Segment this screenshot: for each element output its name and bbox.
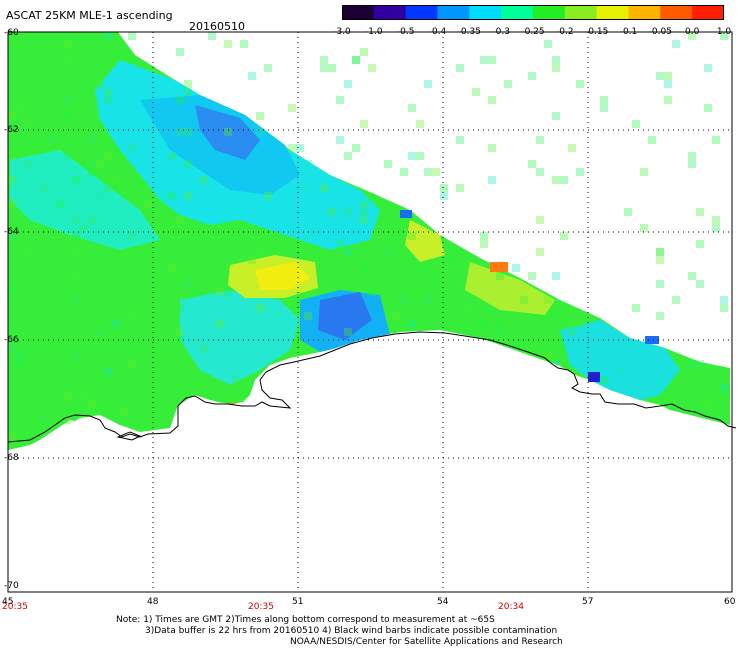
lat-label: -70: [4, 581, 19, 591]
colorbar-cell: [437, 5, 470, 20]
lon-label: 54: [437, 597, 449, 607]
colorbar-cell: [564, 5, 598, 20]
colorbar-label: -0.3: [492, 27, 510, 37]
lon-label: 60: [724, 597, 736, 607]
map-frame: [7, 31, 733, 593]
note-line: NOAA/NESDIS/Center for Satellite Applica…: [290, 637, 563, 647]
map-date: 20160510: [189, 20, 245, 33]
colorbar-label: -0.25: [521, 27, 545, 37]
colorbar-cell: [405, 5, 438, 20]
colorbar-label: -0.1: [619, 27, 638, 37]
colorbar-label: -0.2: [556, 27, 574, 37]
lat-label: -60: [4, 28, 19, 38]
colorbar-label: -0.15: [585, 27, 609, 37]
antarctic-coast-land: [8, 330, 730, 650]
note-line: Note: 1) Times are GMT 2)Times along bot…: [116, 615, 495, 625]
colorbar-label: -1.0: [365, 27, 383, 37]
map-title: ASCAT 25KM MLE-1 ascending: [6, 9, 173, 22]
colorbar-cell: [533, 5, 566, 20]
colorbar-cell: [373, 5, 407, 20]
colorbar-label: -0.5: [396, 27, 415, 37]
lat-label: -62: [4, 125, 19, 135]
graticule: [8, 32, 732, 592]
time-label: 20:34: [498, 602, 524, 612]
colorbar-label: 1.0: [716, 27, 732, 37]
colorbar-label: -3.0: [333, 27, 351, 37]
colorbar-cell: [342, 5, 375, 20]
colorbar-label: -0.05: [648, 27, 672, 37]
time-label: 20:35: [2, 602, 28, 612]
colorbar-cell: [501, 5, 534, 20]
data-pixel-texture: [8, 32, 728, 448]
note-line: 3)Data buffer is 22 hrs from 20160510 4)…: [145, 626, 558, 636]
colorbar: [342, 5, 724, 20]
lon-label: 45: [2, 597, 14, 607]
time-label: 20:35: [248, 602, 274, 612]
lat-label: -64: [4, 227, 19, 237]
lon-label: 48: [147, 597, 159, 607]
colorbar-cell: [628, 5, 661, 20]
lon-label: 51: [292, 597, 304, 607]
colorbar-cell: [596, 5, 629, 20]
colorbar-cell: [660, 5, 693, 20]
colorbar-cell: [469, 5, 502, 20]
scatterometer-swath: [8, 32, 730, 455]
lat-label: -68: [4, 453, 19, 463]
colorbar-label: -0.35: [457, 27, 481, 37]
lon-label: 57: [582, 597, 594, 607]
lat-label: -66: [4, 335, 19, 345]
colorbar-cell: [692, 5, 724, 20]
coastline: [7, 331, 737, 443]
colorbar-label: 0.0: [684, 27, 700, 37]
colorbar-label: -0.4: [428, 27, 447, 37]
